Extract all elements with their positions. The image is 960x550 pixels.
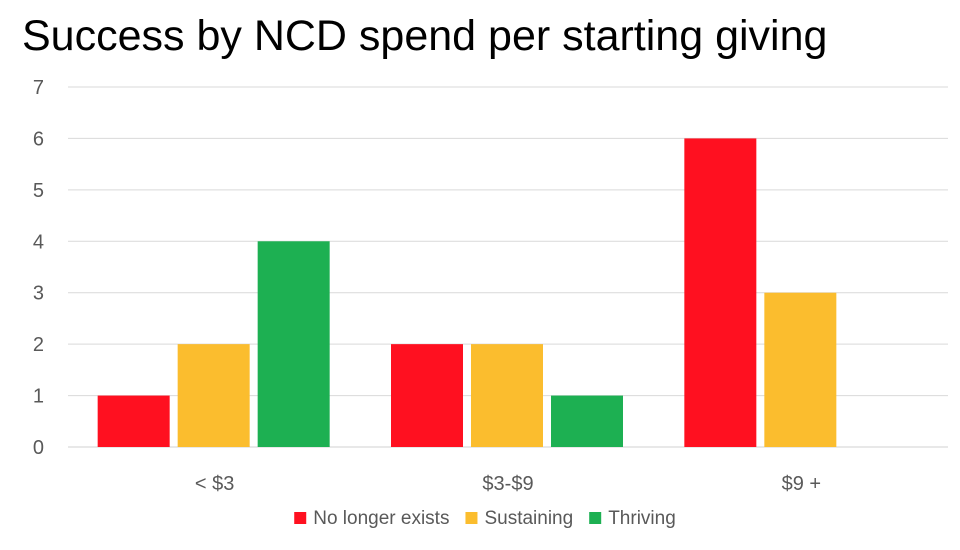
legend-swatch xyxy=(589,512,602,524)
y-tick-label: 5 xyxy=(33,180,44,202)
legend: No longer exists Sustaining Thriving xyxy=(294,508,676,529)
legend-label: Thriving xyxy=(608,508,676,529)
y-tick-label: 2 xyxy=(33,334,44,356)
legend-swatch xyxy=(294,512,307,524)
bar-no-longer-exists xyxy=(391,344,463,447)
legend-swatch xyxy=(465,512,478,524)
x-axis-categories: < $3 $3-$9 $9 + xyxy=(195,473,821,495)
bar-no-longer-exists xyxy=(97,395,170,447)
bar-sustaining xyxy=(177,344,250,447)
bar-no-longer-exists xyxy=(684,138,757,447)
legend-label: No longer exists xyxy=(313,508,449,529)
bars xyxy=(97,138,837,447)
y-tick-label: 1 xyxy=(33,386,44,408)
y-tick-label: 3 xyxy=(33,283,44,305)
x-category-label: < $3 xyxy=(195,473,234,495)
x-category-label: $3-$9 xyxy=(482,473,533,495)
y-axis-ticks: 0 1 2 3 4 5 6 7 xyxy=(33,77,44,459)
chart-title: Success by NCD spend per starting giving xyxy=(22,12,828,60)
legend-label: Sustaining xyxy=(484,508,573,529)
bar-thriving xyxy=(551,395,623,447)
y-tick-label: 4 xyxy=(33,231,44,253)
bar-sustaining xyxy=(764,292,837,447)
y-tick-label: 7 xyxy=(33,77,44,99)
bar-sustaining xyxy=(471,344,543,447)
y-tick-label: 0 xyxy=(33,437,44,459)
x-category-label: $9 + xyxy=(782,473,821,495)
bar-thriving xyxy=(257,241,330,447)
y-tick-label: 6 xyxy=(33,128,44,150)
